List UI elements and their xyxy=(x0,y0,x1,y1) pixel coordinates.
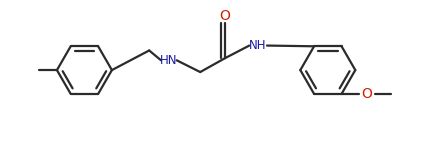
Text: O: O xyxy=(219,9,230,23)
Text: O: O xyxy=(362,87,373,101)
Text: HN: HN xyxy=(160,54,178,67)
Text: NH: NH xyxy=(248,39,266,52)
